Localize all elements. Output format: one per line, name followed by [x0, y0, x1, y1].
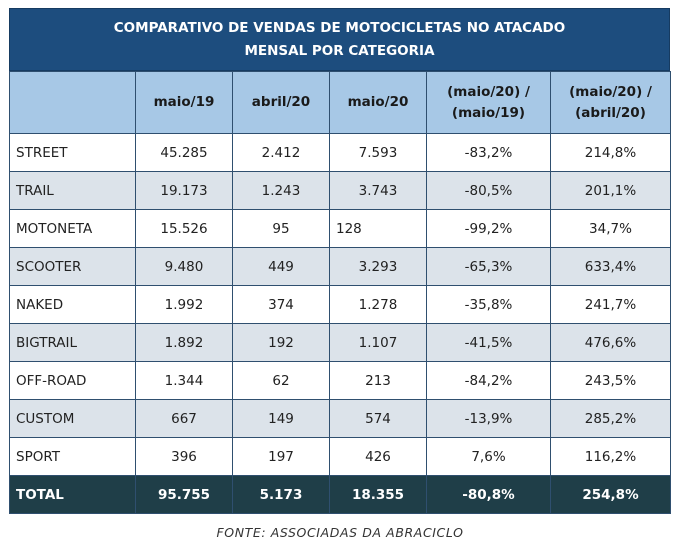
vs-abril20-cell: 285,2%	[550, 399, 671, 438]
category-cell: BIGTRAIL	[9, 323, 136, 362]
header-row: maio/19 abril/20 maio/20 (maio/20) / (ma…	[9, 71, 671, 134]
maio20-cell: 7.593	[329, 133, 427, 172]
table-row: SCOOTER 9.480 449 3.293 -65,3% 633,4%	[9, 247, 671, 286]
table-row: OFF-ROAD 1.344 62 213 -84,2% 243,5%	[9, 361, 671, 400]
abril20-cell: 374	[232, 285, 330, 324]
header-vs-maio19-line1: (maio/20) /	[447, 83, 530, 100]
vs-abril20-cell: 476,6%	[550, 323, 671, 362]
maio20-cell: 426	[329, 437, 427, 476]
total-abril20: 5.173	[232, 475, 330, 514]
source-caption: FONTE: ASSOCIADAS DA ABRACICLO	[216, 525, 464, 540]
maio19-cell: 1.892	[135, 323, 233, 362]
header-maio19: maio/19	[135, 71, 233, 134]
total-vs-abril20: 254,8%	[550, 475, 671, 514]
vs-maio19-cell: -65,3%	[426, 247, 551, 286]
maio19-cell: 396	[135, 437, 233, 476]
table-row: NAKED 1.992 374 1.278 -35,8% 241,7%	[9, 285, 671, 324]
vs-maio19-cell: -83,2%	[426, 133, 551, 172]
total-maio20: 18.355	[329, 475, 427, 514]
maio19-cell: 1.344	[135, 361, 233, 400]
sales-table-container: COMPARATIVO DE VENDAS DE MOTOCICLETAS NO…	[9, 8, 671, 514]
header-vs-maio19: (maio/20) / (maio/19)	[426, 71, 551, 134]
category-cell: MOTONETA	[9, 209, 136, 248]
vs-abril20-cell: 201,1%	[550, 171, 671, 210]
vs-maio19-cell: -80,5%	[426, 171, 551, 210]
total-maio19: 95.755	[135, 475, 233, 514]
vs-maio19-cell: -35,8%	[426, 285, 551, 324]
maio20-cell: 128	[329, 209, 427, 248]
abril20-cell: 2.412	[232, 133, 330, 172]
maio20-cell: 574	[329, 399, 427, 438]
abril20-cell: 197	[232, 437, 330, 476]
maio19-cell: 15.526	[135, 209, 233, 248]
abril20-cell: 192	[232, 323, 330, 362]
vs-maio19-cell: -41,5%	[426, 323, 551, 362]
category-cell: SPORT	[9, 437, 136, 476]
maio19-cell: 1.992	[135, 285, 233, 324]
vs-maio19-cell: -99,2%	[426, 209, 551, 248]
sales-table: maio/19 abril/20 maio/20 (maio/20) / (ma…	[9, 71, 671, 514]
table-row: TRAIL 19.173 1.243 3.743 -80,5% 201,1%	[9, 171, 671, 210]
vs-abril20-cell: 633,4%	[550, 247, 671, 286]
header-vs-abril20: (maio/20) / (abril/20)	[550, 71, 671, 134]
vs-maio19-cell: 7,6%	[426, 437, 551, 476]
abril20-cell: 449	[232, 247, 330, 286]
header-abril20: abril/20	[232, 71, 330, 134]
maio20-cell: 3.293	[329, 247, 427, 286]
maio20-cell: 1.278	[329, 285, 427, 324]
total-vs-maio19: -80,8%	[426, 475, 551, 514]
table-row: MOTONETA 15.526 95 128 -99,2% 34,7%	[9, 209, 671, 248]
maio19-cell: 9.480	[135, 247, 233, 286]
header-vs-maio19-line2: (maio/19)	[451, 104, 526, 121]
vs-maio19-cell: -13,9%	[426, 399, 551, 438]
vs-abril20-cell: 243,5%	[550, 361, 671, 400]
maio20-cell: 213	[329, 361, 427, 400]
category-cell: SCOOTER	[9, 247, 136, 286]
table-row: CUSTOM 667 149 574 -13,9% 285,2%	[9, 399, 671, 438]
maio20-cell: 3.743	[329, 171, 427, 210]
title-line-2: MENSAL POR CATEGORIA	[244, 43, 435, 59]
vs-abril20-cell: 116,2%	[550, 437, 671, 476]
maio20-cell: 1.107	[329, 323, 427, 362]
maio19-cell: 45.285	[135, 133, 233, 172]
vs-maio19-cell: -84,2%	[426, 361, 551, 400]
vs-abril20-cell: 214,8%	[550, 133, 671, 172]
category-cell: STREET	[9, 133, 136, 172]
abril20-cell: 149	[232, 399, 330, 438]
header-maio20: maio/20	[329, 71, 427, 134]
total-label: TOTAL	[9, 475, 136, 514]
category-cell: TRAIL	[9, 171, 136, 210]
category-cell: NAKED	[9, 285, 136, 324]
table-row: BIGTRAIL 1.892 192 1.107 -41,5% 476,6%	[9, 323, 671, 362]
title-line-1: COMPARATIVO DE VENDAS DE MOTOCICLETAS NO…	[113, 20, 566, 36]
category-cell: OFF-ROAD	[9, 361, 136, 400]
table-row: SPORT 396 197 426 7,6% 116,2%	[9, 437, 671, 476]
header-vs-abril20-line2: (abril/20)	[575, 104, 646, 121]
vs-abril20-cell: 34,7%	[550, 209, 671, 248]
table-row: STREET 45.285 2.412 7.593 -83,2% 214,8%	[9, 133, 671, 172]
table-title: COMPARATIVO DE VENDAS DE MOTOCICLETAS NO…	[9, 8, 670, 71]
vs-abril20-cell: 241,7%	[550, 285, 671, 324]
maio19-cell: 19.173	[135, 171, 233, 210]
header-category	[9, 71, 136, 134]
header-vs-abril20-line1: (maio/20) /	[569, 83, 652, 100]
maio19-cell: 667	[135, 399, 233, 438]
category-cell: CUSTOM	[9, 399, 136, 438]
total-row: TOTAL 95.755 5.173 18.355 -80,8% 254,8%	[9, 475, 671, 514]
abril20-cell: 95	[232, 209, 330, 248]
abril20-cell: 1.243	[232, 171, 330, 210]
abril20-cell: 62	[232, 361, 330, 400]
